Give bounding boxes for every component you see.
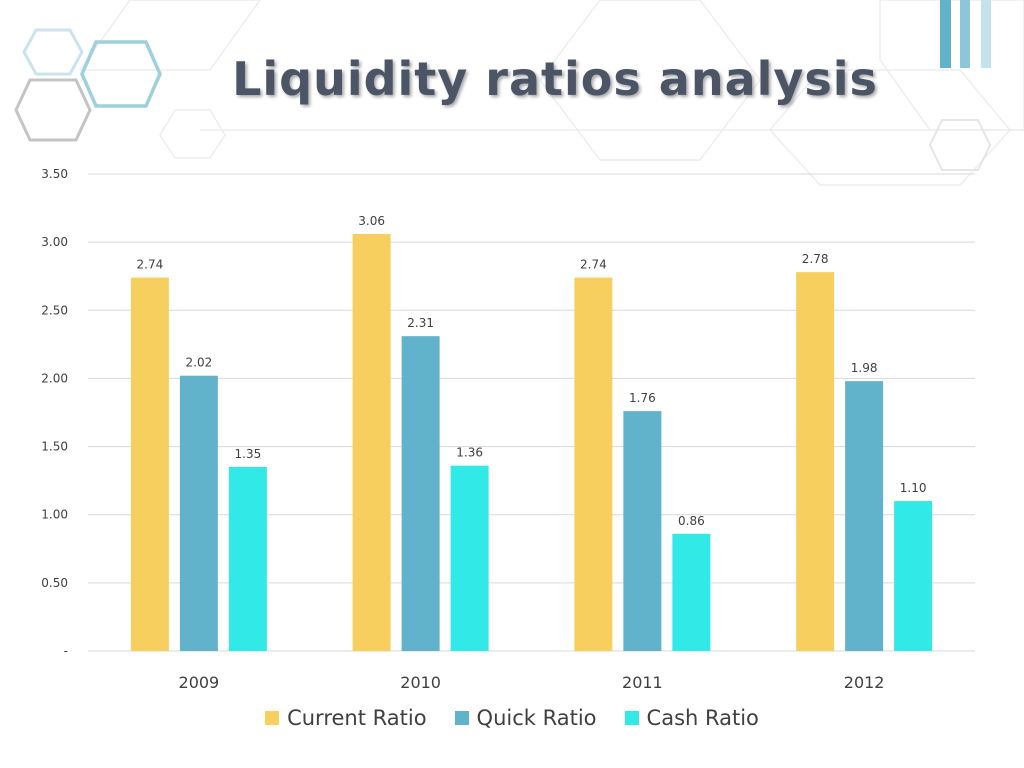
legend-label: Current Ratio: [287, 706, 427, 730]
x-tick-label: 2009: [179, 673, 220, 692]
legend-swatch: [454, 711, 469, 725]
data-label: 1.10: [900, 481, 927, 495]
y-tick-label: 2.00: [41, 371, 68, 385]
x-tick-label: 2012: [844, 673, 885, 692]
data-label: 1.76: [629, 391, 656, 405]
bar: [130, 277, 169, 651]
data-label: 1.98: [851, 361, 878, 375]
y-tick-label: 3.50: [41, 167, 68, 181]
hexagon-icon: [80, 40, 162, 108]
bar: [450, 465, 489, 651]
bar: [894, 501, 933, 651]
data-label: 2.78: [802, 252, 829, 266]
page-title: Liquidity ratios analysis: [232, 52, 878, 106]
y-tick-label: 1.50: [41, 440, 68, 454]
bar: [623, 411, 662, 651]
data-label: 3.06: [358, 214, 385, 228]
bar: [796, 272, 835, 651]
accent-bar: [981, 0, 991, 68]
data-label: 0.86: [678, 514, 705, 528]
bar: [672, 533, 711, 651]
legend-item: Cash Ratio: [624, 706, 759, 730]
legend-label: Cash Ratio: [646, 706, 759, 730]
legend-item: Quick Ratio: [454, 706, 597, 730]
data-label: 2.02: [186, 356, 213, 370]
x-tick-label: 2011: [622, 673, 663, 692]
bar: [845, 381, 884, 651]
y-tick-label: 3.00: [41, 235, 68, 249]
y-tick-label: -: [64, 644, 68, 658]
y-tick-label: 2.50: [41, 303, 68, 317]
hexagon-icon: [22, 28, 84, 76]
data-label: 1.36: [456, 446, 483, 460]
data-label: 1.35: [235, 447, 262, 461]
data-label: 2.74: [580, 258, 607, 272]
accent-bar: [960, 0, 970, 68]
bar: [228, 467, 267, 651]
x-tick-label: 2010: [400, 673, 441, 692]
data-label: 2.31: [407, 316, 434, 330]
data-label: 2.74: [137, 258, 164, 272]
hexagon-icon: [14, 78, 92, 142]
accent-bar: [940, 0, 951, 68]
bar: [401, 336, 440, 651]
hexagon-icon: [928, 119, 992, 171]
legend-swatch: [265, 711, 280, 725]
bar: [179, 375, 218, 651]
legend-item: Current Ratio: [265, 706, 427, 730]
y-tick-label: 0.50: [41, 576, 68, 590]
chart-legend: Current Ratio Quick Ratio Cash Ratio: [0, 706, 1024, 730]
y-tick-label: 1.00: [41, 508, 68, 522]
legend-swatch: [624, 711, 639, 725]
bar: [352, 233, 391, 652]
legend-label: Quick Ratio: [476, 706, 597, 730]
bar: [574, 277, 613, 651]
